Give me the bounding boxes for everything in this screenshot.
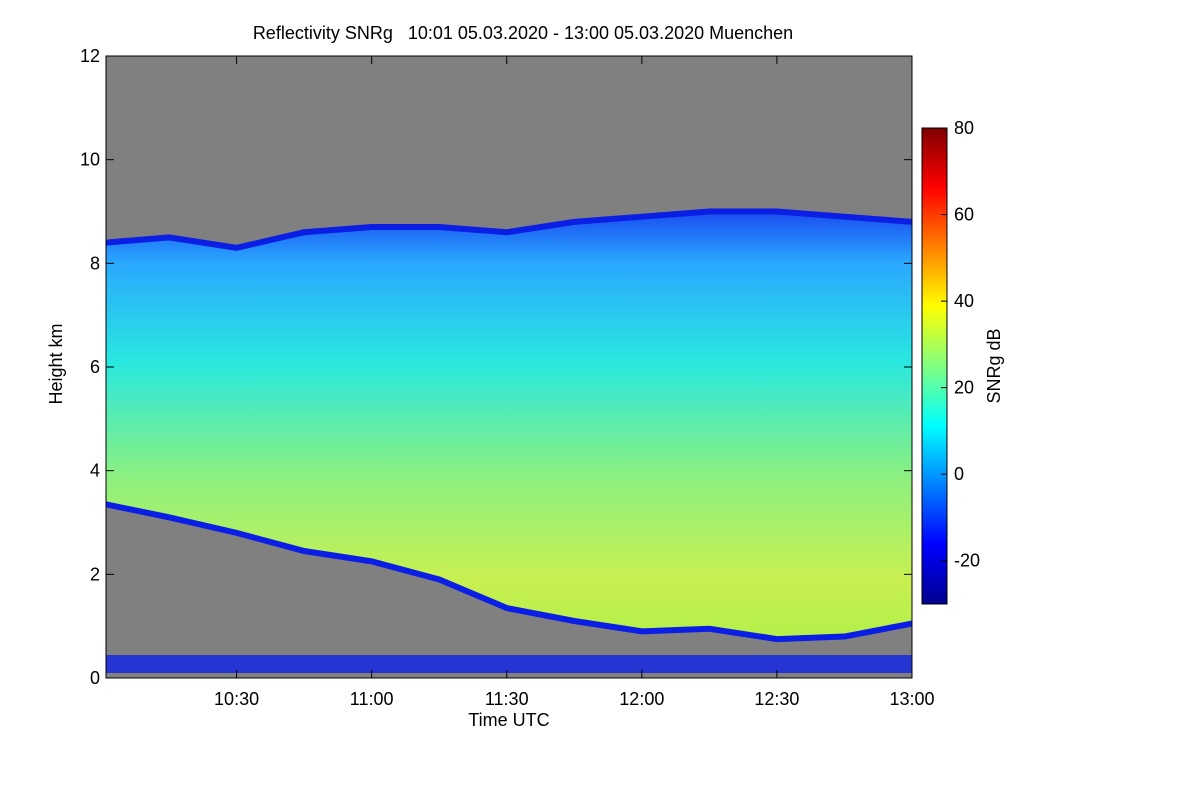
y-tick-label: 6 (90, 357, 100, 377)
colorbar-tick-label: 20 (954, 378, 974, 398)
colorbar-tick-label: -20 (954, 551, 980, 571)
y-axis-label: Height km (46, 323, 66, 404)
x-tick-label: 11:30 (485, 689, 529, 709)
colorbar-tick-label: 0 (954, 464, 964, 484)
x-axis: 10:30 11:00 11:30 12:00 12:30 13:00 (214, 56, 935, 709)
colorbar-ticks: -20 0 20 40 60 80 (941, 118, 980, 571)
x-tick-label: 13:00 (889, 689, 934, 709)
y-tick-label: 10 (80, 150, 100, 170)
x-tick-label: 11:00 (350, 689, 394, 709)
x-tick-label: 12:30 (754, 689, 799, 709)
plot-area (106, 56, 912, 678)
y-axis: 0 2 4 6 8 10 12 (80, 46, 912, 688)
cloud-top-fringe (106, 208, 912, 251)
y-tick-label: 2 (90, 564, 100, 584)
x-tick-label: 12:00 (619, 689, 664, 709)
colorbar-scale (921, 127, 948, 605)
y-tick-label: 0 (90, 668, 100, 688)
y-tick-label: 12 (80, 46, 100, 66)
cloud-base-fringe (106, 501, 912, 643)
surface-clutter-band (106, 655, 912, 673)
chart-title: Reflectivity SNRg 10:01 05.03.2020 - 13:… (253, 23, 793, 43)
colorbar-tick-label: 60 (954, 205, 974, 225)
y-tick-label: 4 (90, 461, 100, 481)
y-tick-label: 8 (90, 253, 100, 273)
x-tick-label: 10:30 (214, 689, 259, 709)
cloud-region (106, 211, 912, 640)
x-axis-label: Time UTC (468, 710, 549, 730)
colorbar-label: SNRg dB (984, 328, 1004, 403)
colorbar-tick-label: 40 (954, 291, 974, 311)
colorbar: -20 0 20 40 60 80 SNRg dB (921, 118, 1004, 605)
colorbar-tick-label: 80 (954, 118, 974, 138)
